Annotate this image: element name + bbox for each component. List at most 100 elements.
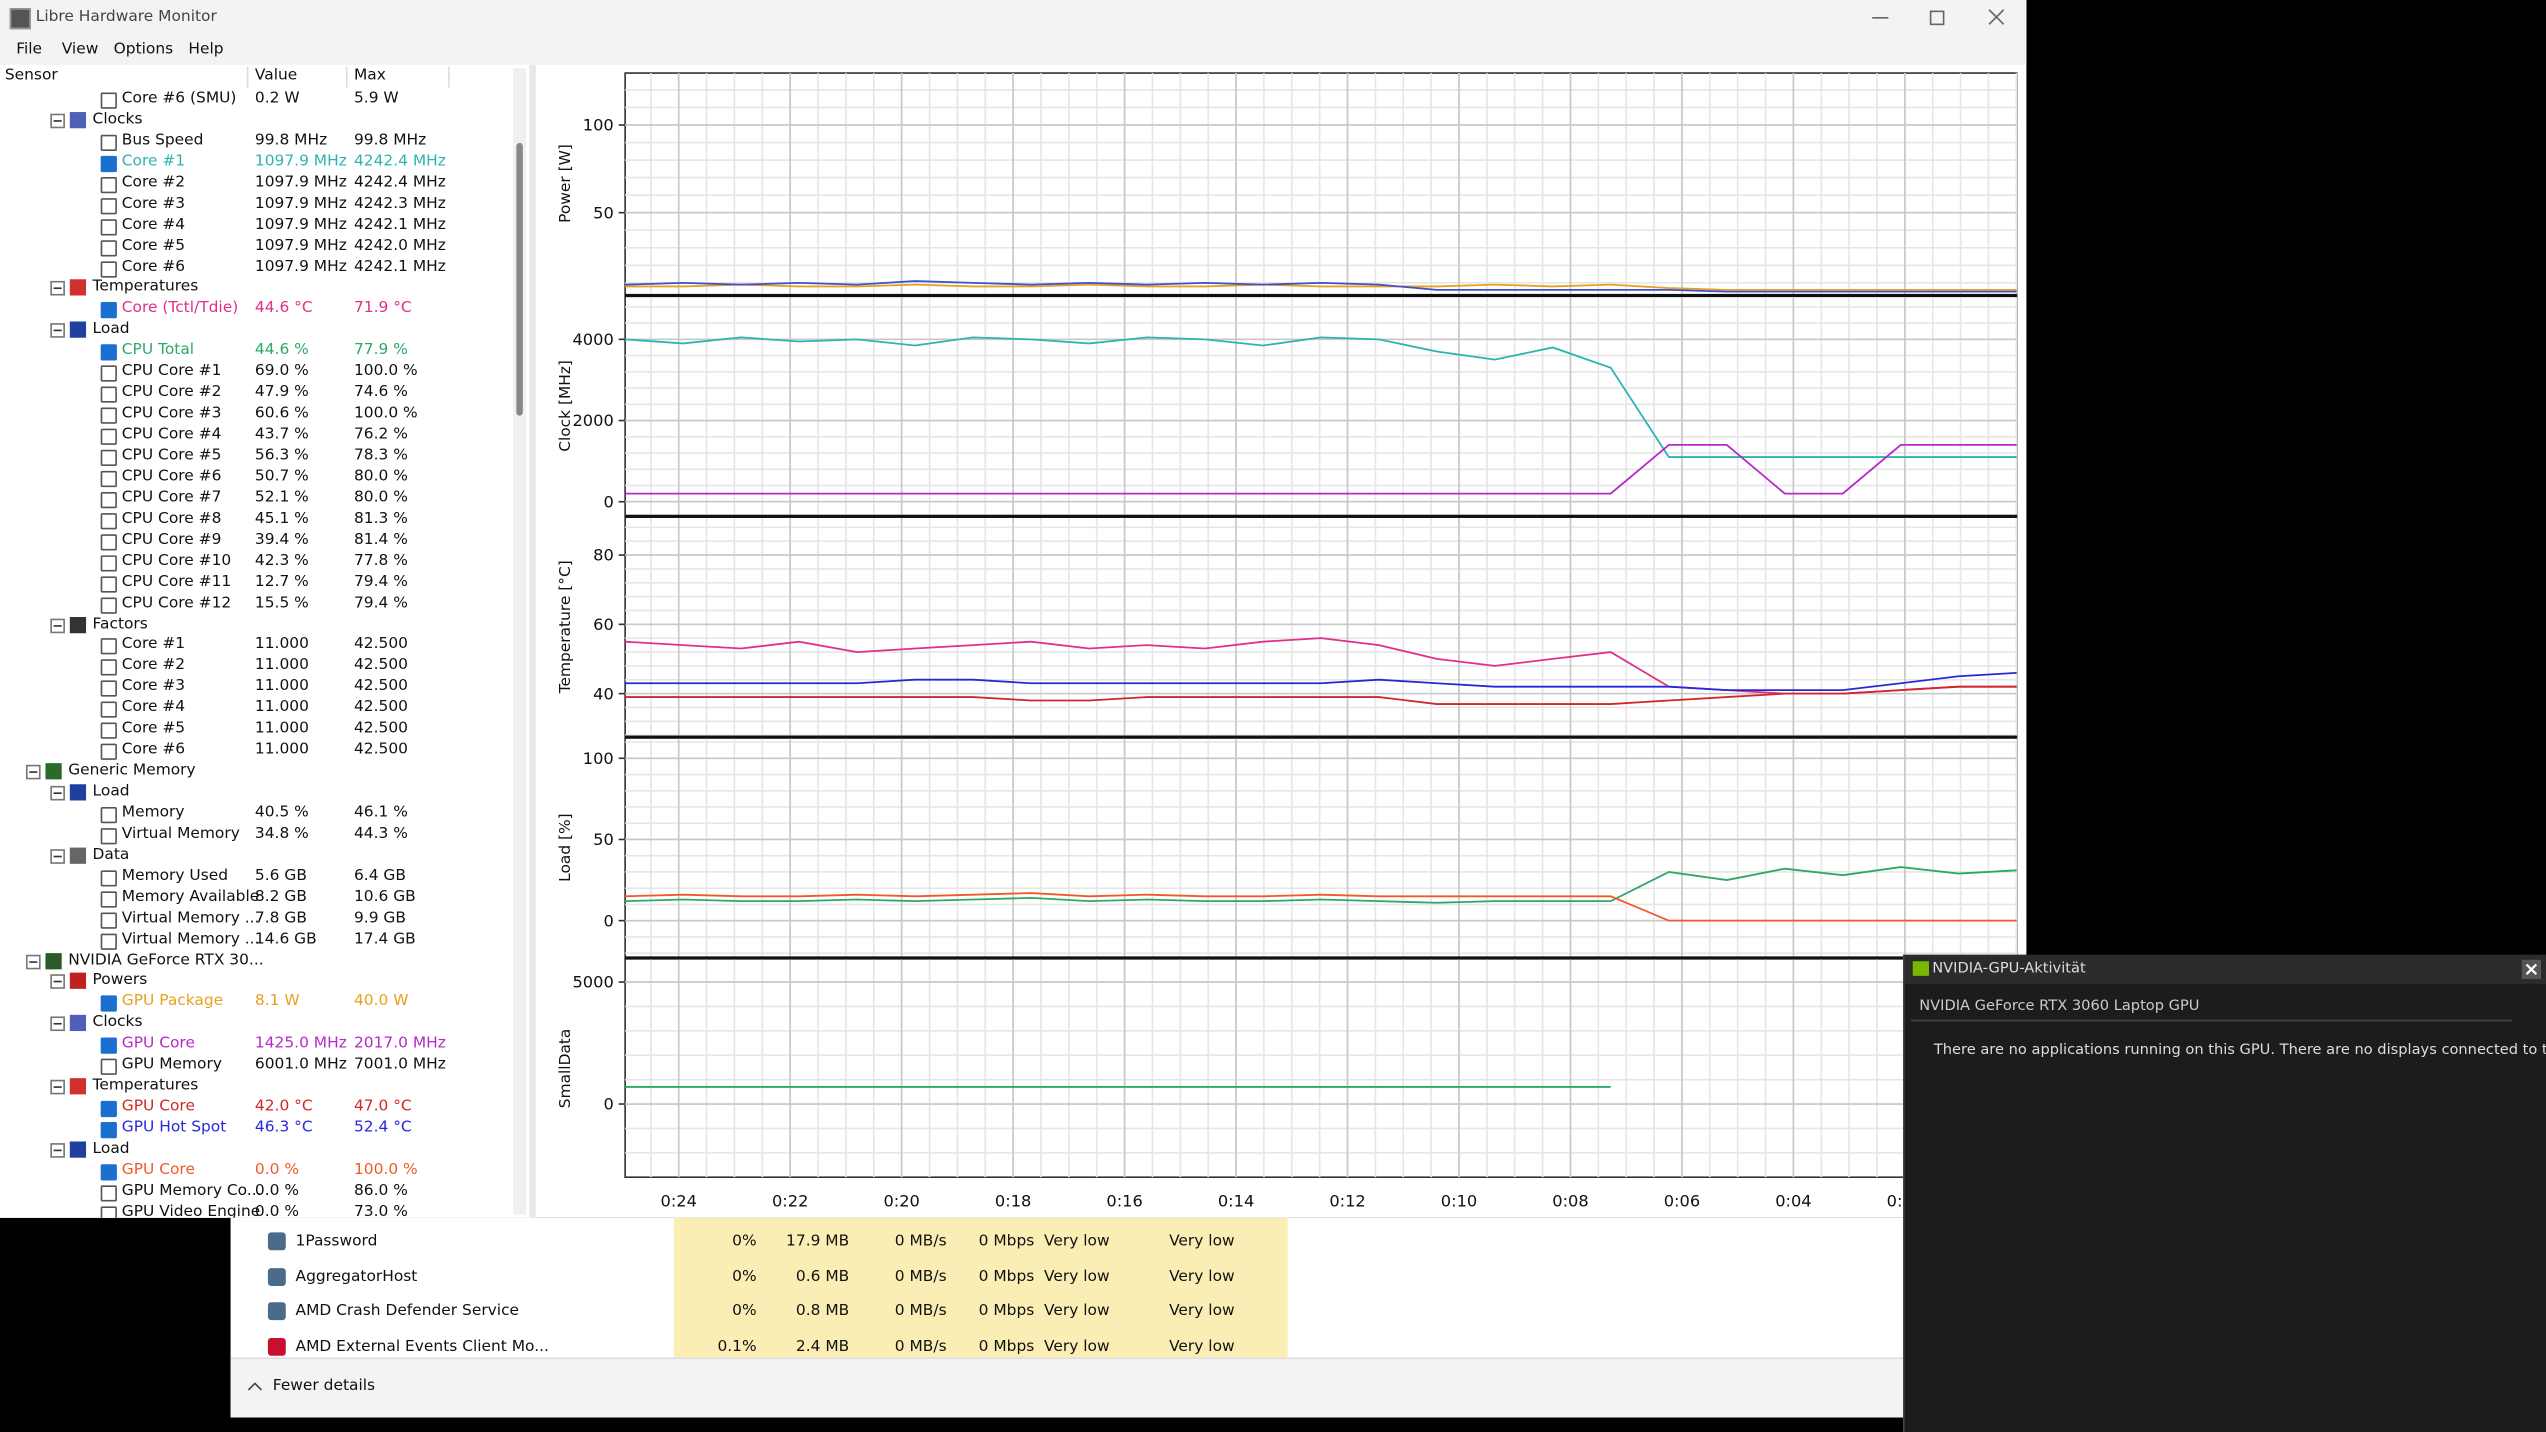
expander[interactable] xyxy=(50,113,65,129)
sensor-checkbox[interactable] xyxy=(100,365,117,382)
scroll-thumb[interactable] xyxy=(516,142,523,416)
maximize-button[interactable] xyxy=(1929,10,1945,26)
menu-item[interactable]: View xyxy=(61,40,99,59)
sensor-value: 5.6 GB xyxy=(254,866,307,885)
sensor-max: 80.0 % xyxy=(353,467,408,486)
y-tick-label: 100 xyxy=(583,116,614,135)
sensor-checkbox[interactable] xyxy=(100,176,117,193)
sensor-checkbox[interactable] xyxy=(100,1101,117,1118)
menu-item[interactable]: Options xyxy=(113,40,174,59)
process-name[interactable]: AMD Crash Defender Service xyxy=(295,1302,520,1321)
sensor-checkbox[interactable] xyxy=(100,512,117,530)
sensor-checkbox[interactable] xyxy=(100,932,117,950)
sensor-checkbox[interactable] xyxy=(100,239,117,256)
sensor-checkbox[interactable] xyxy=(100,1122,117,1139)
process-cell: 0 MB/s xyxy=(894,1337,947,1356)
gpu-activity-popup: NVIDIA-GPU-Aktivität NVIDIA GeForce RTX … xyxy=(1903,954,2546,1432)
process-cell: Very low xyxy=(1169,1267,1235,1286)
sensor-value: 7.8 GB xyxy=(254,908,307,927)
process-name[interactable]: 1Password xyxy=(295,1232,378,1251)
group-icon xyxy=(69,1141,87,1158)
sensor-checkbox[interactable] xyxy=(100,659,117,677)
fewer-details[interactable]: Fewer details xyxy=(272,1376,376,1395)
sensor-checkbox[interactable] xyxy=(100,1164,117,1181)
window-controls[interactable] xyxy=(1851,0,2026,36)
title-bar: Libre Hardware Monitor xyxy=(0,0,2027,36)
sensor-label: Virtual Memory xyxy=(121,824,240,843)
column-header[interactable]: Max xyxy=(353,66,386,85)
sensor-checkbox[interactable] xyxy=(100,344,117,361)
sensor-value: 0.0 % xyxy=(254,1202,300,1218)
sensor-checkbox[interactable] xyxy=(100,260,117,277)
sensor-checkbox[interactable] xyxy=(100,197,117,214)
expander[interactable] xyxy=(50,1080,65,1095)
sensor-checkbox[interactable] xyxy=(100,428,117,445)
expander[interactable] xyxy=(50,974,65,990)
sensor-checkbox[interactable] xyxy=(100,638,117,656)
close-button[interactable] xyxy=(1988,9,2005,25)
sensor-checkbox[interactable] xyxy=(100,1206,117,1218)
expander[interactable] xyxy=(50,281,65,297)
sensor-checkbox[interactable] xyxy=(100,533,117,551)
sensor-checkbox[interactable] xyxy=(100,407,117,424)
sensor-checkbox[interactable] xyxy=(100,449,117,466)
sensor-max: 42.500 xyxy=(353,677,408,696)
sensor-checkbox[interactable] xyxy=(100,827,117,845)
sensor-checkbox[interactable] xyxy=(100,155,117,172)
process-name[interactable]: AggregatorHost xyxy=(295,1267,418,1286)
sensor-checkbox[interactable] xyxy=(100,386,117,403)
column-header[interactable]: Value xyxy=(254,66,298,85)
y-axis-label: Load [%] xyxy=(556,813,574,882)
sensor-max: 7001.0 MHz xyxy=(353,1055,446,1074)
expander[interactable] xyxy=(50,617,65,633)
expander[interactable] xyxy=(25,953,41,969)
sensor-checkbox[interactable] xyxy=(100,554,117,572)
menu-item[interactable]: Help xyxy=(188,40,224,59)
expander[interactable] xyxy=(25,764,41,780)
group-label: Temperatures xyxy=(92,278,199,297)
expander[interactable] xyxy=(50,785,65,801)
sensor-max: 44.3 % xyxy=(353,824,408,843)
sensor-checkbox[interactable] xyxy=(100,680,117,698)
process-name[interactable]: AMD External Events Client Mo... xyxy=(295,1337,549,1356)
popup-close[interactable] xyxy=(2521,959,2542,980)
sensor-max: 40.0 W xyxy=(353,992,409,1011)
sensor-checkbox[interactable] xyxy=(100,911,117,929)
sensor-label: Memory Available xyxy=(121,887,260,906)
sensor-checkbox[interactable] xyxy=(100,1038,117,1055)
sensor-checkbox[interactable] xyxy=(100,869,117,887)
panel-divider xyxy=(625,956,2017,960)
sensor-checkbox[interactable] xyxy=(100,1185,117,1202)
menu-item[interactable]: File xyxy=(16,40,43,59)
sensor-checkbox[interactable] xyxy=(100,1059,117,1076)
sensor-checkbox[interactable] xyxy=(100,470,117,487)
splitter[interactable] xyxy=(529,64,536,1218)
sensor-checkbox[interactable] xyxy=(100,92,117,109)
expander[interactable] xyxy=(50,848,65,864)
sensor-checkbox[interactable] xyxy=(100,302,117,319)
sensor-checkbox[interactable] xyxy=(100,722,117,740)
expander[interactable] xyxy=(50,323,65,339)
column-header[interactable]: Sensor xyxy=(4,66,58,85)
sensor-checkbox[interactable] xyxy=(100,596,117,614)
sensor-checkbox[interactable] xyxy=(100,218,117,235)
sensor-checkbox[interactable] xyxy=(100,806,117,824)
group-label: Temperatures xyxy=(92,1076,199,1095)
expander[interactable] xyxy=(50,1017,65,1032)
sensor-value: 39.4 % xyxy=(254,530,309,549)
sensor-checkbox[interactable] xyxy=(100,134,117,151)
y-tick-label: 4000 xyxy=(572,330,613,349)
sensor-checkbox[interactable] xyxy=(100,743,117,761)
process-cell: 0.1% xyxy=(717,1337,757,1356)
sensor-checkbox[interactable] xyxy=(100,996,117,1013)
sensor-checkbox[interactable] xyxy=(100,890,117,908)
process-cell: 0 Mbps xyxy=(978,1267,1035,1286)
sensor-label: Core #1 xyxy=(121,635,186,654)
sensor-checkbox[interactable] xyxy=(100,575,117,593)
group-label: Generic Memory xyxy=(68,761,196,780)
process-cell: 0 MB/s xyxy=(894,1232,947,1251)
sensor-checkbox[interactable] xyxy=(100,491,117,508)
sensor-checkbox[interactable] xyxy=(100,701,117,719)
sensor-value: 14.6 GB xyxy=(254,929,317,948)
expander[interactable] xyxy=(50,1143,65,1158)
